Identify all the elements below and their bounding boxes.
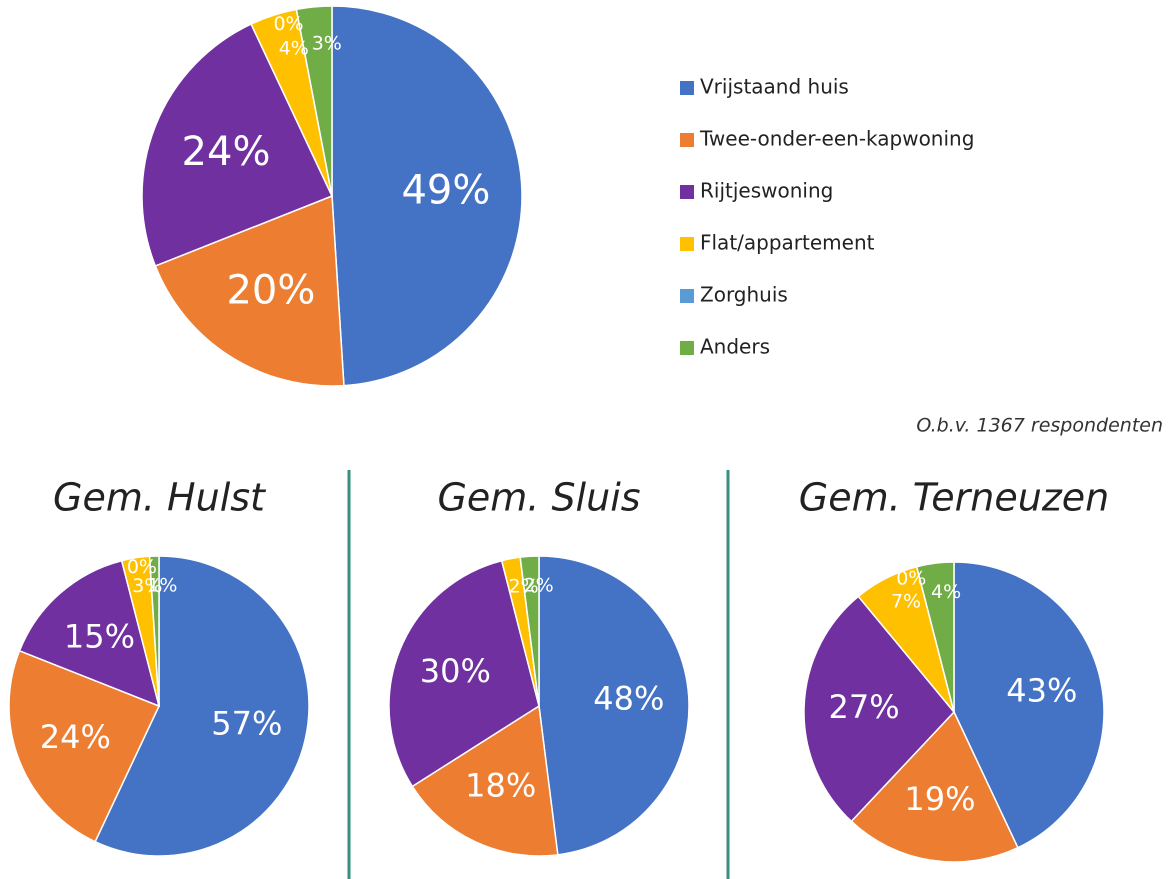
pie-slice xyxy=(538,555,690,856)
pie-slice xyxy=(8,649,161,843)
data-label: 0% xyxy=(273,13,303,35)
legend-label: Flat/appartement xyxy=(700,231,875,255)
pie-slice xyxy=(331,5,523,387)
data-label: 3% xyxy=(312,33,342,55)
pie-slice xyxy=(953,561,1105,849)
legend-label: Zorghuis xyxy=(700,283,788,307)
pie-slice xyxy=(141,23,334,267)
data-label: 1% xyxy=(147,575,177,597)
data-label: 30% xyxy=(420,652,491,690)
data-label: 24% xyxy=(40,718,111,756)
legend-label: Rijtjeswoning xyxy=(700,179,833,203)
data-label: 4% xyxy=(279,37,309,59)
data-label: 19% xyxy=(904,780,975,818)
legend-swatch xyxy=(680,237,694,251)
pie-slice xyxy=(154,194,345,387)
pie-slice xyxy=(411,704,559,857)
legend-swatch xyxy=(680,133,694,147)
legend-label: Anders xyxy=(700,335,770,359)
legend-swatch xyxy=(680,185,694,199)
legend-label: Twee-onder-een-kapwoning xyxy=(699,127,974,151)
pie-slice xyxy=(519,555,540,707)
legend-swatch xyxy=(680,81,694,95)
data-label: 7% xyxy=(891,591,921,613)
chart-title: Gem. Hulst xyxy=(53,476,267,520)
data-label: 49% xyxy=(401,167,490,213)
data-label: 48% xyxy=(593,679,664,717)
data-label: 4% xyxy=(931,581,961,603)
data-label: 0% xyxy=(896,568,926,590)
data-label: 20% xyxy=(226,267,315,313)
data-label: 18% xyxy=(465,766,536,804)
pie-slice xyxy=(388,559,540,788)
data-label: 43% xyxy=(1006,671,1077,709)
legend-label: Vrijstaand huis xyxy=(700,75,849,99)
pie-slice xyxy=(915,561,955,713)
data-label: 27% xyxy=(828,688,899,726)
data-label: 15% xyxy=(64,617,135,655)
pie-slice xyxy=(295,5,333,197)
data-label: 57% xyxy=(211,705,282,743)
pie-slice xyxy=(94,555,310,857)
data-label: 0% xyxy=(127,556,157,578)
data-label: 2% xyxy=(524,575,554,597)
pie-slice xyxy=(18,559,161,708)
legend-swatch xyxy=(680,341,694,355)
pie-slice xyxy=(148,555,160,707)
legend-swatch xyxy=(680,289,694,303)
data-label: 24% xyxy=(182,129,271,175)
pie-slice xyxy=(850,710,1019,863)
data-label: 2% xyxy=(509,575,539,597)
data-label: 3% xyxy=(132,575,162,597)
pie-slice xyxy=(803,595,955,823)
chart-title: Gem. Terneuzen xyxy=(799,476,1109,520)
note: O.b.v. 1367 respondenten xyxy=(916,415,1163,437)
chart-title: Gem. Sluis xyxy=(437,476,640,520)
